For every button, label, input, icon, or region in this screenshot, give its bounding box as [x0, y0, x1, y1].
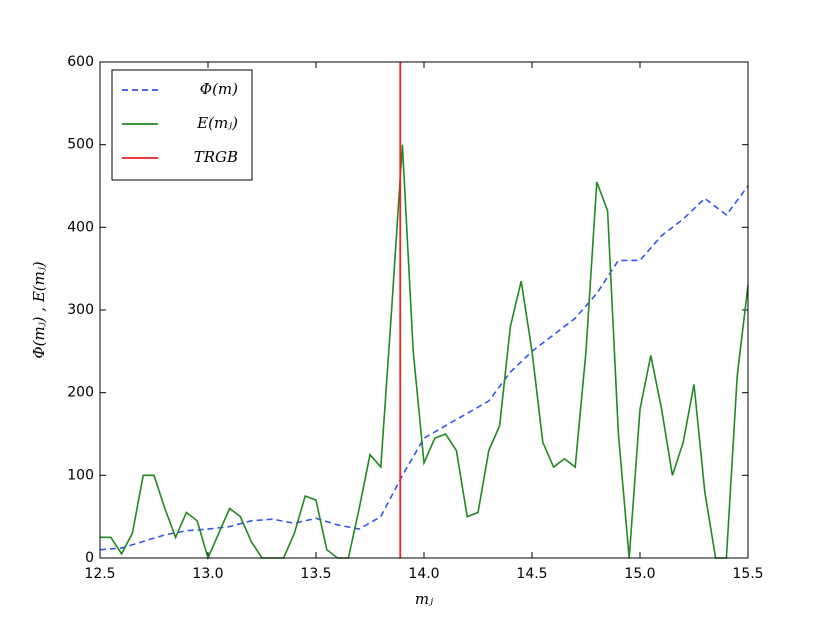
y-axis-label: Φ(mⱼ) , E(mⱼ): [30, 261, 48, 358]
y-tick-label: 600: [67, 54, 94, 70]
x-tick-label: 15.0: [624, 566, 655, 582]
x-tick-label: 14.5: [516, 566, 547, 582]
x-tick-label: 13.5: [300, 566, 331, 582]
x-tick-label: 12.5: [84, 566, 115, 582]
legend-label: Φ(m): [200, 80, 238, 98]
x-tick-label: 13.0: [192, 566, 223, 582]
plot-frame: [99, 61, 749, 559]
legend-label: TRGB: [194, 148, 238, 166]
x-tick-label: 14.0: [408, 566, 439, 582]
legend: Φ(m) E(mⱼ) TRGB: [111, 69, 253, 181]
legend-box: [111, 69, 253, 181]
y-tick-label: 500: [67, 137, 94, 153]
y-tick-label: 300: [67, 302, 94, 318]
y-tick-label: 0: [85, 550, 94, 566]
legend-label: E(mⱼ): [196, 114, 238, 132]
y-tick-label: 200: [67, 385, 94, 401]
series-line: [99, 185, 749, 551]
y-tick-label: 400: [67, 219, 94, 235]
x-axis-label: mⱼ: [415, 590, 433, 608]
y-tick-label: 100: [67, 467, 94, 483]
series-line: [100, 144, 749, 561]
x-tick-label: 15.5: [732, 566, 763, 582]
